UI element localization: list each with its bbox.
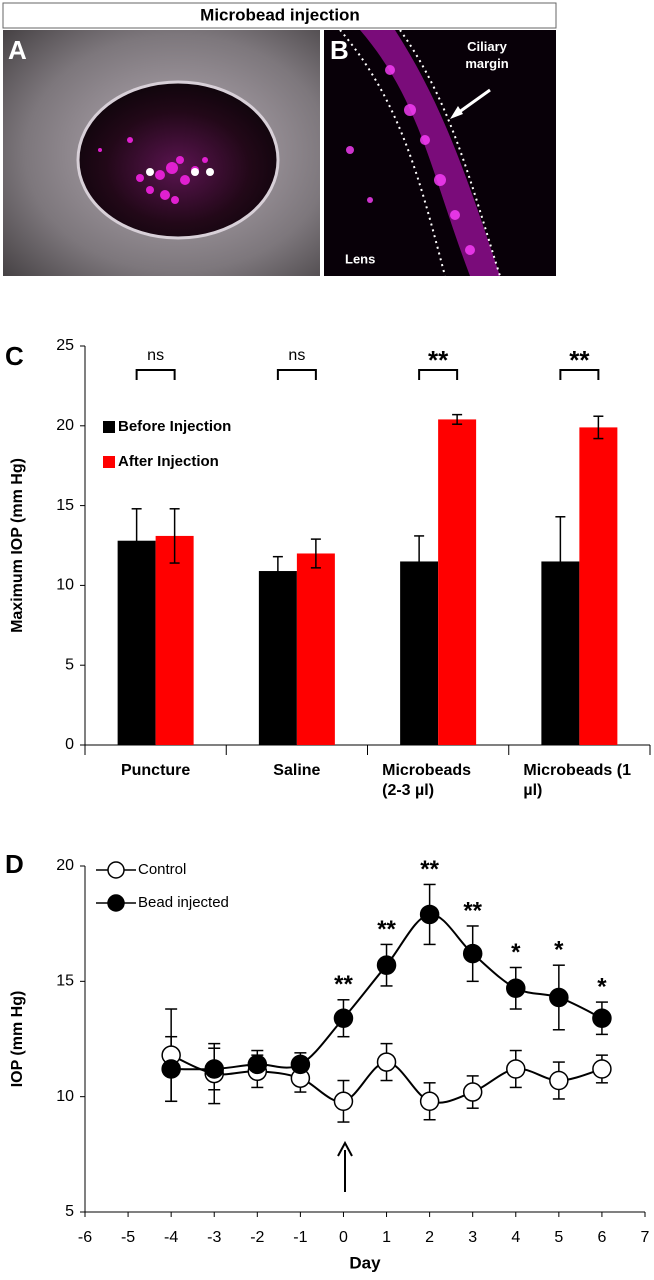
bar	[258, 571, 297, 745]
data-point	[247, 1054, 268, 1075]
y-tick-label: 20	[56, 417, 74, 434]
x-tick-label: -1	[293, 1229, 307, 1246]
x-tick-label: Saline	[227, 761, 367, 781]
panel-letter: D	[5, 849, 24, 879]
x-tick-label: -5	[121, 1229, 135, 1246]
data-point	[592, 1059, 612, 1079]
significance-label: *	[554, 937, 564, 964]
data-point	[592, 1008, 612, 1028]
x-tick-label: 3	[468, 1229, 477, 1246]
x-tick-label: Microbeads (1 µl)	[509, 761, 649, 801]
y-tick-label: 15	[56, 497, 74, 514]
data-point	[376, 955, 397, 975]
legend-label: Before Injection	[118, 418, 231, 435]
data-point	[419, 1091, 440, 1112]
injection-arrow-head	[337, 1140, 353, 1157]
legend-label: Bead injected	[138, 894, 229, 911]
significance-bracket	[559, 369, 600, 380]
x-tick-label: -2	[250, 1229, 264, 1246]
image-label: Ciliary margin	[465, 39, 509, 71]
arrow-head	[450, 106, 463, 119]
category-text: Microbeads (2-3 µl)	[382, 762, 472, 799]
image-label: Lens	[345, 251, 375, 266]
bar	[400, 561, 439, 745]
legend-swatch	[103, 456, 115, 468]
y-tick-label: 0	[65, 736, 74, 753]
y-tick-label: 25	[56, 337, 74, 354]
significance-label: **	[569, 345, 590, 375]
bar	[579, 427, 618, 745]
data-point	[376, 1052, 397, 1072]
bar	[117, 540, 156, 745]
panel-letter: A	[8, 35, 27, 65]
data-point	[462, 1082, 483, 1102]
data-point	[549, 1070, 569, 1091]
significance-label: ns	[288, 347, 305, 364]
bar	[296, 553, 335, 745]
y-tick-label: 5	[65, 1203, 74, 1220]
significance-label: **	[428, 345, 449, 375]
x-axis-label: Day	[349, 1253, 381, 1272]
bar	[155, 535, 194, 745]
y-tick-label: 15	[56, 973, 74, 990]
data-point	[290, 1054, 311, 1075]
x-tick-label: 4	[511, 1229, 520, 1246]
data-point	[161, 1059, 181, 1079]
figure-title: Microbead injection	[200, 5, 360, 24]
panel-letter: B	[330, 35, 349, 65]
data-point	[333, 1008, 354, 1028]
y-tick-label: 5	[65, 656, 74, 673]
significance-bracket	[276, 369, 317, 380]
x-tick-label: -4	[164, 1229, 178, 1246]
significance-bracket	[418, 369, 459, 380]
significance-label: *	[597, 973, 607, 1000]
significance-label: ns	[147, 347, 164, 364]
x-tick-label: Puncture	[86, 761, 226, 781]
data-point	[462, 943, 483, 964]
data-point	[419, 904, 440, 925]
boundary	[399, 29, 501, 277]
data-point	[506, 1059, 526, 1079]
x-tick-label: 6	[597, 1229, 606, 1246]
y-tick-label: 10	[56, 577, 74, 594]
legend-marker	[107, 894, 125, 912]
legend-label: Control	[138, 861, 186, 878]
legend-swatch	[103, 421, 115, 433]
x-tick-label: 7	[641, 1229, 650, 1246]
significance-label: *	[511, 939, 521, 966]
x-tick-label: 1	[382, 1229, 391, 1246]
bar	[438, 419, 477, 745]
x-tick-label: 2	[425, 1229, 434, 1246]
bead-band	[360, 30, 500, 276]
significance-bracket	[135, 369, 176, 380]
x-tick-label: 5	[554, 1229, 563, 1246]
significance-label: **	[334, 971, 353, 998]
category-text: Saline	[273, 762, 321, 779]
legend-label: After Injection	[118, 453, 219, 470]
significance-label: **	[420, 856, 439, 883]
y-axis-label: Maximum IOP (mm Hg)	[9, 458, 26, 633]
category-text: Microbeads (1 µl)	[523, 762, 631, 799]
legend-marker	[107, 861, 125, 879]
significance-label: **	[463, 897, 482, 924]
y-axis-label: IOP (mm Hg)	[9, 991, 26, 1088]
x-tick-label: -3	[207, 1229, 221, 1246]
data-point	[204, 1059, 224, 1079]
x-tick-label: 0	[339, 1229, 348, 1246]
header-box	[2, 2, 557, 29]
y-tick-label: 10	[56, 1088, 74, 1105]
y-tick-label: 20	[56, 857, 74, 874]
data-point	[549, 987, 569, 1008]
category-text: Puncture	[120, 762, 191, 779]
data-point	[506, 978, 526, 999]
data-point	[333, 1091, 354, 1112]
panel-letter: C	[5, 341, 24, 371]
significance-label: **	[377, 916, 396, 943]
x-tick-label: Microbeads (2-3 µl)	[368, 761, 508, 801]
x-tick-label: -6	[78, 1229, 92, 1246]
